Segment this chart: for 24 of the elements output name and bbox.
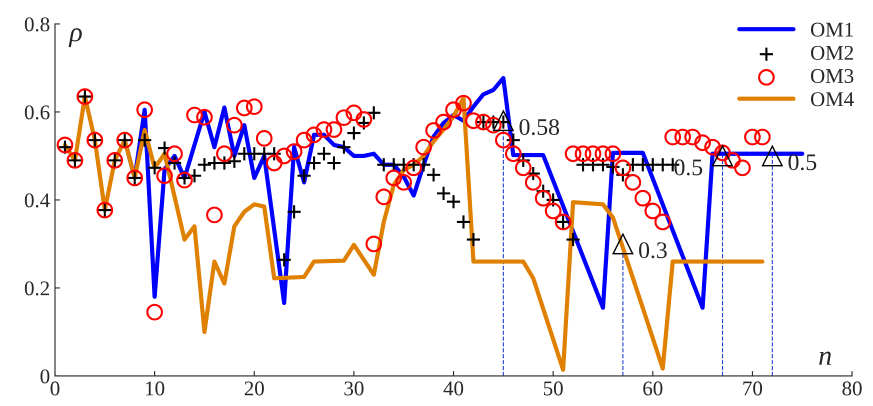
- y-tick-label: 0.8: [24, 17, 50, 32]
- x-tick-label: 80: [842, 381, 862, 396]
- x-tick-label: 60: [643, 381, 662, 396]
- x-tick-label: 20: [244, 381, 264, 396]
- legend-label: OM1: [811, 22, 853, 37]
- legend-label: OM2: [811, 46, 853, 60]
- legend-label: OM4: [811, 92, 854, 106]
- legend-label: OM3: [811, 69, 854, 84]
- annotation: 0.3: [639, 242, 667, 258]
- x-tick-label: 10: [146, 381, 164, 396]
- x-tick-label: 30: [344, 381, 364, 396]
- x-tick-label: 50: [544, 381, 563, 396]
- x-tick-label: 70: [743, 381, 762, 396]
- annotation: 0.5: [674, 159, 702, 176]
- y-tick-label: 0.4: [24, 193, 50, 208]
- y-axis-title: ρ: [68, 28, 82, 48]
- annotation: 0.58: [520, 119, 560, 136]
- x-axis-title: n: [819, 352, 831, 365]
- y-tick-label: 0: [40, 369, 50, 384]
- y-tick-label: 0.2: [24, 281, 49, 296]
- annotation: 0.5: [788, 154, 816, 170]
- x-tick-label: 40: [444, 381, 464, 396]
- x-tick-label: 0: [50, 381, 60, 396]
- y-tick-label: 0.6: [24, 105, 50, 120]
